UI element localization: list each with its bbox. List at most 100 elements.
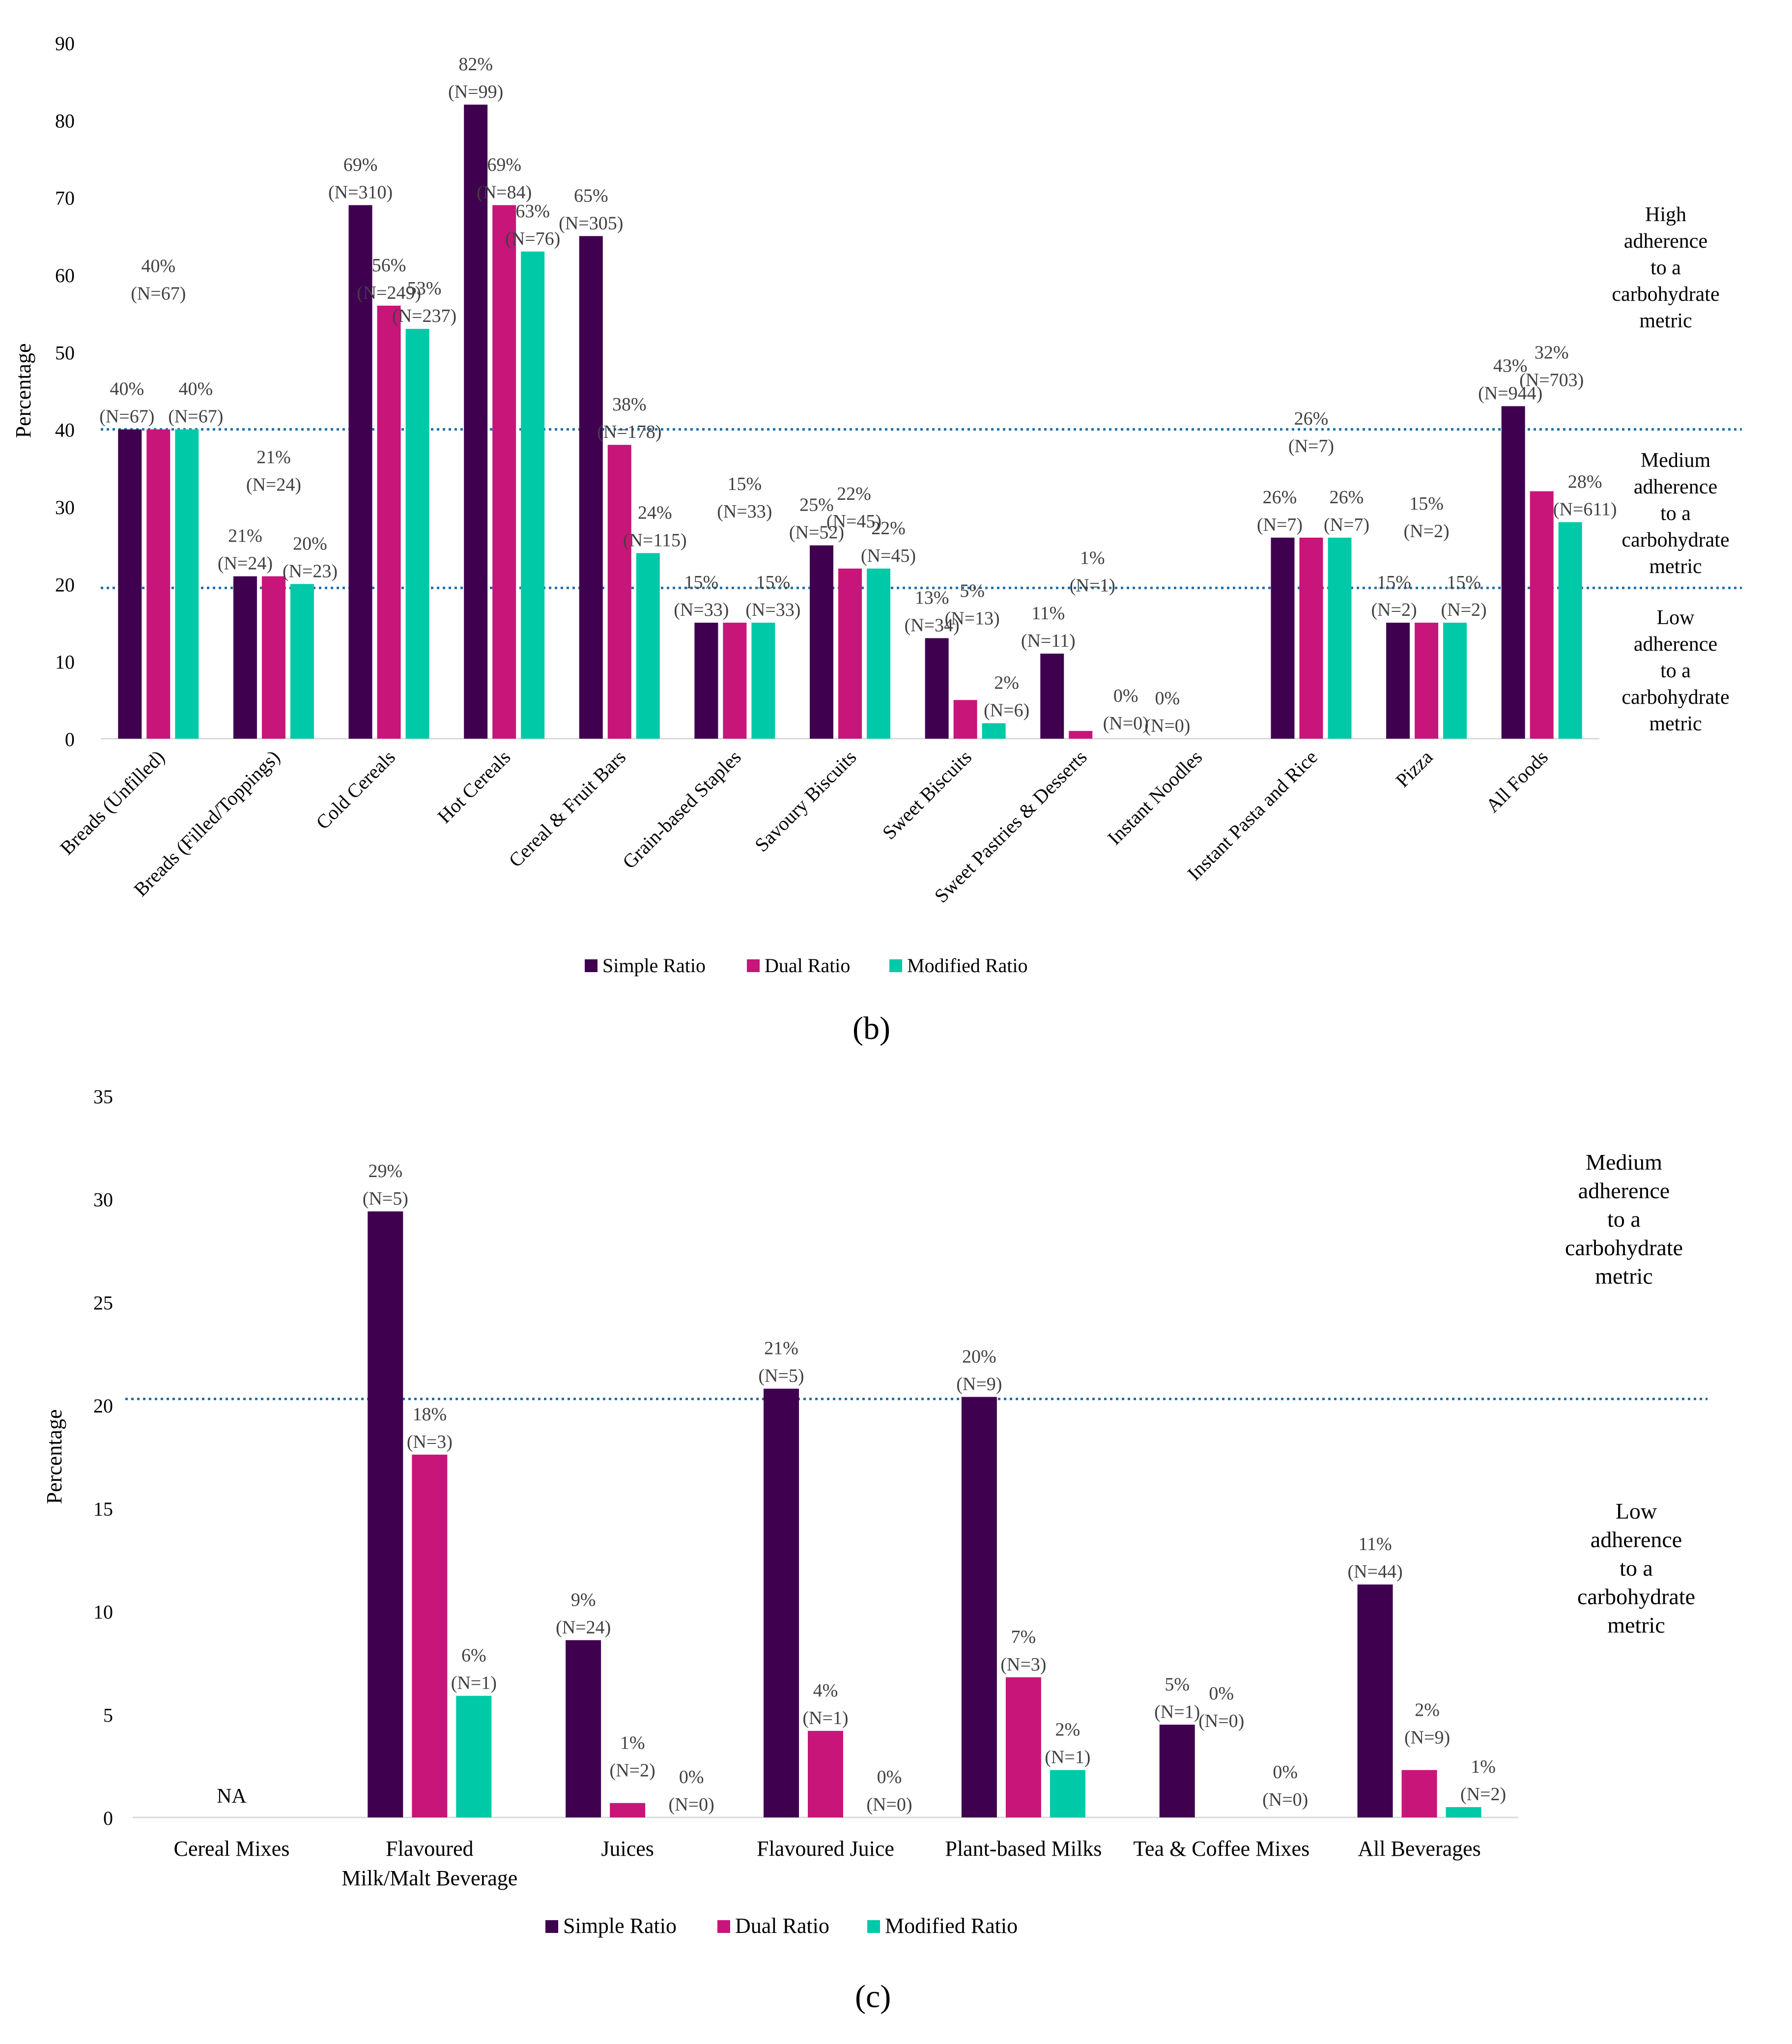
zone-label: metric (1649, 555, 1702, 578)
data-label-n: (N=237) (392, 306, 456, 326)
data-label-n: (N=84) (477, 182, 532, 202)
data-label-n: (N=2) (1403, 521, 1449, 542)
data-label-n: (N=33) (674, 600, 729, 620)
zone-label: carbohydrate (1565, 1235, 1683, 1260)
data-label-pct: 26% (1263, 487, 1297, 508)
data-label-n: (N=3) (1000, 1654, 1046, 1675)
bar-simple (1271, 537, 1295, 739)
bar-modified (982, 723, 1006, 739)
x-tick-label: Flavoured (386, 1837, 473, 1861)
bar-simple (579, 236, 603, 739)
zone-label: Medium (1641, 449, 1711, 472)
legend-label: Dual Ratio (765, 954, 850, 977)
data-label-n: (N=0) (866, 1794, 912, 1815)
data-label-n: (N=45) (861, 546, 916, 566)
x-tick-label: Plant-based Milks (945, 1837, 1102, 1861)
bar-dual (1299, 537, 1323, 739)
data-label-pct: 29% (368, 1161, 402, 1181)
y-tick-label: 30 (93, 1189, 113, 1211)
data-label-n: (N=13) (945, 608, 1000, 629)
data-label-pct: 22% (871, 518, 906, 539)
x-tick-label: Sweet Biscuits (878, 746, 976, 844)
bar-dual (492, 205, 516, 739)
data-label-pct: 2% (994, 673, 1019, 693)
x-tick-label: Flavoured Juice (757, 1837, 894, 1861)
bar-simple (764, 1388, 799, 1817)
bar-simple (925, 638, 949, 739)
bar-simple (118, 429, 142, 739)
data-label-pct: 43% (1493, 355, 1528, 376)
bar-simple (810, 545, 833, 739)
data-label-pct: 20% (962, 1346, 996, 1367)
zone-label: adherence (1624, 230, 1707, 253)
bar-simple (233, 576, 257, 739)
data-label-pct: 15% (684, 572, 719, 593)
x-tick-label: Cereal Mixes (174, 1837, 290, 1861)
data-label-pct: 0% (1209, 1683, 1234, 1704)
x-tick-label: Tea & Coffee Mixes (1133, 1837, 1309, 1861)
data-label-pct: 22% (837, 484, 871, 504)
data-label-pct: 0% (1113, 686, 1138, 706)
bar-dual (1415, 623, 1439, 739)
data-label-n: (N=178) (597, 422, 661, 442)
data-label-pct: 56% (372, 255, 406, 276)
data-label-pct: 38% (612, 394, 647, 415)
data-label-n: (N=611) (1553, 499, 1617, 519)
data-label-n: (N=1) (802, 1708, 848, 1728)
y-tick-label: 20 (93, 1395, 113, 1417)
y-tick-label: 15 (93, 1498, 113, 1520)
data-label-pct: 13% (915, 587, 949, 608)
data-label-pct: 32% (1535, 343, 1569, 363)
data-label-n: (N=0) (1144, 716, 1190, 736)
data-label-pct: 20% (293, 533, 327, 554)
x-tick-label: Savoury Biscuits (750, 746, 860, 856)
data-label-n: (N=2) (610, 1760, 655, 1781)
zone-label: metric (1649, 713, 1702, 735)
zone-label: to a (1607, 1207, 1641, 1232)
data-label-pct: 15% (1409, 493, 1444, 514)
data-label-n: (N=24) (556, 1617, 611, 1638)
data-label-pct: 2% (1055, 1720, 1081, 1740)
data-label-n: (N=7) (1324, 515, 1369, 535)
data-label-pct: 26% (1330, 487, 1364, 508)
x-tick-label: Milk/Malt Beverage (341, 1866, 517, 1890)
zone-label: to a (1660, 502, 1691, 525)
zone-label: Low (1657, 606, 1695, 629)
data-label-pct: 26% (1294, 408, 1329, 429)
data-label-n: (N=23) (283, 561, 338, 581)
data-label-n: (N=1) (451, 1673, 497, 1694)
bar-simple (1159, 1725, 1195, 1817)
data-label-n: (N=1) (1045, 1747, 1090, 1768)
data-label-n: (N=703) (1519, 370, 1584, 391)
bar-modified (175, 429, 199, 739)
y-tick-label: 40 (55, 419, 75, 441)
data-label-pct: 69% (487, 154, 521, 175)
data-label-pct: 15% (756, 572, 791, 593)
data-label-pct: 65% (574, 185, 608, 206)
data-label-n: (N=3) (407, 1432, 453, 1452)
data-label-n: (N=33) (745, 600, 800, 620)
y-tick-label: 70 (55, 187, 75, 209)
bar-modified (1050, 1770, 1085, 1817)
chart-b: 0 10 20 30 40 50 60 70 80 90 Percentage 40% (N=67) 40… (11, 32, 1742, 977)
bar-dual (412, 1454, 448, 1817)
x-tick-label: Grain-based Staples (618, 746, 745, 873)
data-label-n: (N=249) (357, 283, 421, 303)
data-label-pct: 1% (620, 1733, 645, 1754)
data-label-n: (N=34) (905, 615, 960, 635)
zone-label: carbohydrate (1621, 686, 1729, 709)
bar-simple (348, 205, 372, 739)
y-tick-label: 90 (55, 32, 75, 55)
zone-label: Medium (1586, 1150, 1662, 1175)
data-label-pct: 15% (1377, 572, 1411, 593)
zone-label: Low (1616, 1498, 1657, 1524)
data-label-pct: 40% (141, 256, 175, 277)
y-tick-label: 30 (55, 496, 75, 518)
data-label-n: (N=7) (1288, 436, 1334, 457)
data-label-n: (N=2) (1371, 600, 1417, 620)
bar-modified (751, 623, 775, 739)
data-label-pct: 69% (343, 154, 378, 175)
bar-dual (146, 429, 171, 739)
chart-c: 0 5 10 15 20 25 30 35 Percentage Cereal Mixes 29% (… (42, 1086, 1707, 1938)
data-label-n: (N=0) (1103, 713, 1149, 734)
